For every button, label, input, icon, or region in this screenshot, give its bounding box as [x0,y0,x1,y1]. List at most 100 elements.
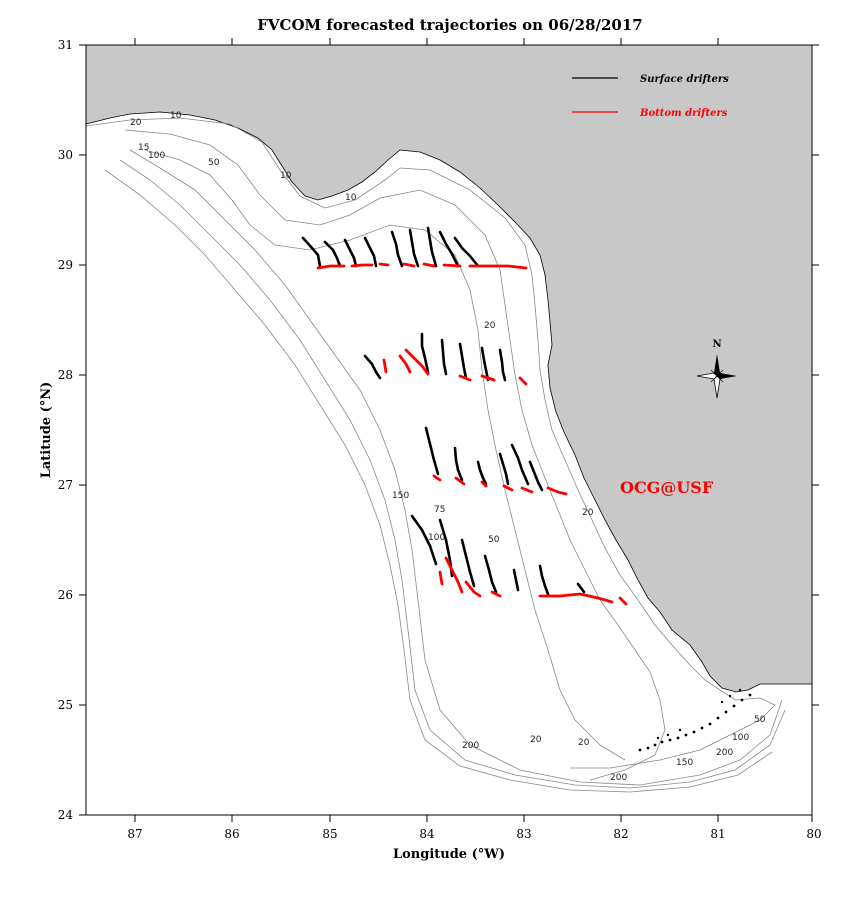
bottom-track [518,376,528,386]
surface-track [460,538,476,588]
x-tick-label: 81 [710,827,725,841]
surface-track [323,240,342,268]
compass-north-label: N [712,339,721,350]
surface-track [410,514,438,566]
y-tick-label: 30 [58,148,73,162]
compass-arrow-icon [714,354,720,376]
y-axis-label: Latitude (°N) [39,382,54,479]
svg-text:100: 100 [148,151,165,161]
svg-text:20: 20 [130,118,142,128]
x-tick-label: 84 [419,827,435,841]
surface-track [343,238,358,268]
x-tick-label: 80 [806,827,821,841]
bottom-track [618,596,628,606]
contour-10 [85,117,776,769]
plot-frame [85,44,813,816]
surface-track [453,446,464,482]
bottom-track [538,592,614,604]
bottom-track [502,484,514,492]
surface-track [576,582,586,594]
x-tick-label: 83 [516,827,531,841]
y-tick-label: 27 [58,478,73,492]
svg-text:200: 200 [610,773,627,783]
svg-text:20: 20 [582,508,594,518]
bottom-track [444,556,464,594]
svg-text:200: 200 [716,748,733,758]
x-tick-label: 85 [322,827,337,841]
svg-text:15: 15 [138,143,149,153]
contour-200 [104,169,773,793]
ocg-usf-label: OCG@USF [620,478,714,497]
surface-drifter-tracks [301,226,586,596]
legend-bottom-label: Bottom drifters [639,108,728,119]
surface-track [480,346,490,382]
surface-track [483,554,498,594]
y-tick-label: 28 [58,368,73,382]
contour-labels: 20 15 100 10 50 10 20 10 150 75 100 50 2… [130,111,766,783]
y-tick-label: 26 [58,588,73,602]
svg-text:150: 150 [676,758,693,768]
bottom-track [480,374,496,382]
surface-track [476,460,488,486]
surface-track [453,236,480,268]
legend-surface-label: Surface drifters [640,74,729,85]
bottom-track [404,348,430,376]
svg-text:150: 150 [392,491,409,501]
surface-track [498,348,507,382]
surface-track [510,443,530,486]
x-tick-labels: 87 86 85 84 83 82 81 80 [127,827,821,841]
svg-text:100: 100 [428,533,445,543]
bottom-track [490,590,502,598]
bottom-track [398,354,412,374]
surface-track [408,228,420,268]
bottom-track [378,262,390,267]
y-tick-labels: 31 30 29 28 27 26 25 24 [58,38,74,822]
contour-150 [119,159,786,789]
svg-text:10: 10 [170,111,182,121]
svg-text:100: 100 [732,733,749,743]
bottom-track [438,570,444,586]
surface-track [363,236,378,268]
land-florida [85,44,813,693]
bottom-track [402,262,416,268]
bathymetry-contours [85,117,786,793]
surface-track [301,236,322,268]
svg-text:20: 20 [484,321,496,331]
bottom-track [442,263,462,268]
surface-track [390,230,404,268]
bottom-track [432,474,442,482]
y-tick-label: 31 [58,38,73,52]
contour-20 [124,129,666,781]
surface-track [512,568,520,592]
svg-text:50: 50 [754,715,766,725]
surface-track [440,338,448,376]
svg-text:200: 200 [462,741,479,751]
surface-track [438,230,460,268]
surface-track [426,226,438,268]
bottom-track [316,264,346,270]
bottom-track [480,480,488,488]
florida-keys [638,688,752,752]
x-axis-label: Longitude (°W) [393,847,505,862]
svg-text:50: 50 [488,535,500,545]
contour-100 [129,149,783,786]
surface-track [420,332,430,374]
svg-text:10: 10 [345,193,357,203]
bottom-track [468,264,528,270]
svg-text:20: 20 [578,738,590,748]
y-tick-label: 29 [58,258,73,272]
y-tick-label: 25 [58,698,73,712]
svg-text:75: 75 [434,505,445,515]
surface-track [363,354,382,380]
svg-text:20: 20 [530,735,542,745]
bottom-track [382,358,388,374]
x-tick-label: 87 [127,827,142,841]
legend: Surface drifters Bottom drifters [572,74,729,119]
surface-track [424,426,440,476]
x-tick-label: 86 [224,827,239,841]
bottom-track [546,486,568,496]
surface-track [498,452,510,486]
bottom-drifter-tracks [316,262,628,606]
surface-track [458,342,468,380]
